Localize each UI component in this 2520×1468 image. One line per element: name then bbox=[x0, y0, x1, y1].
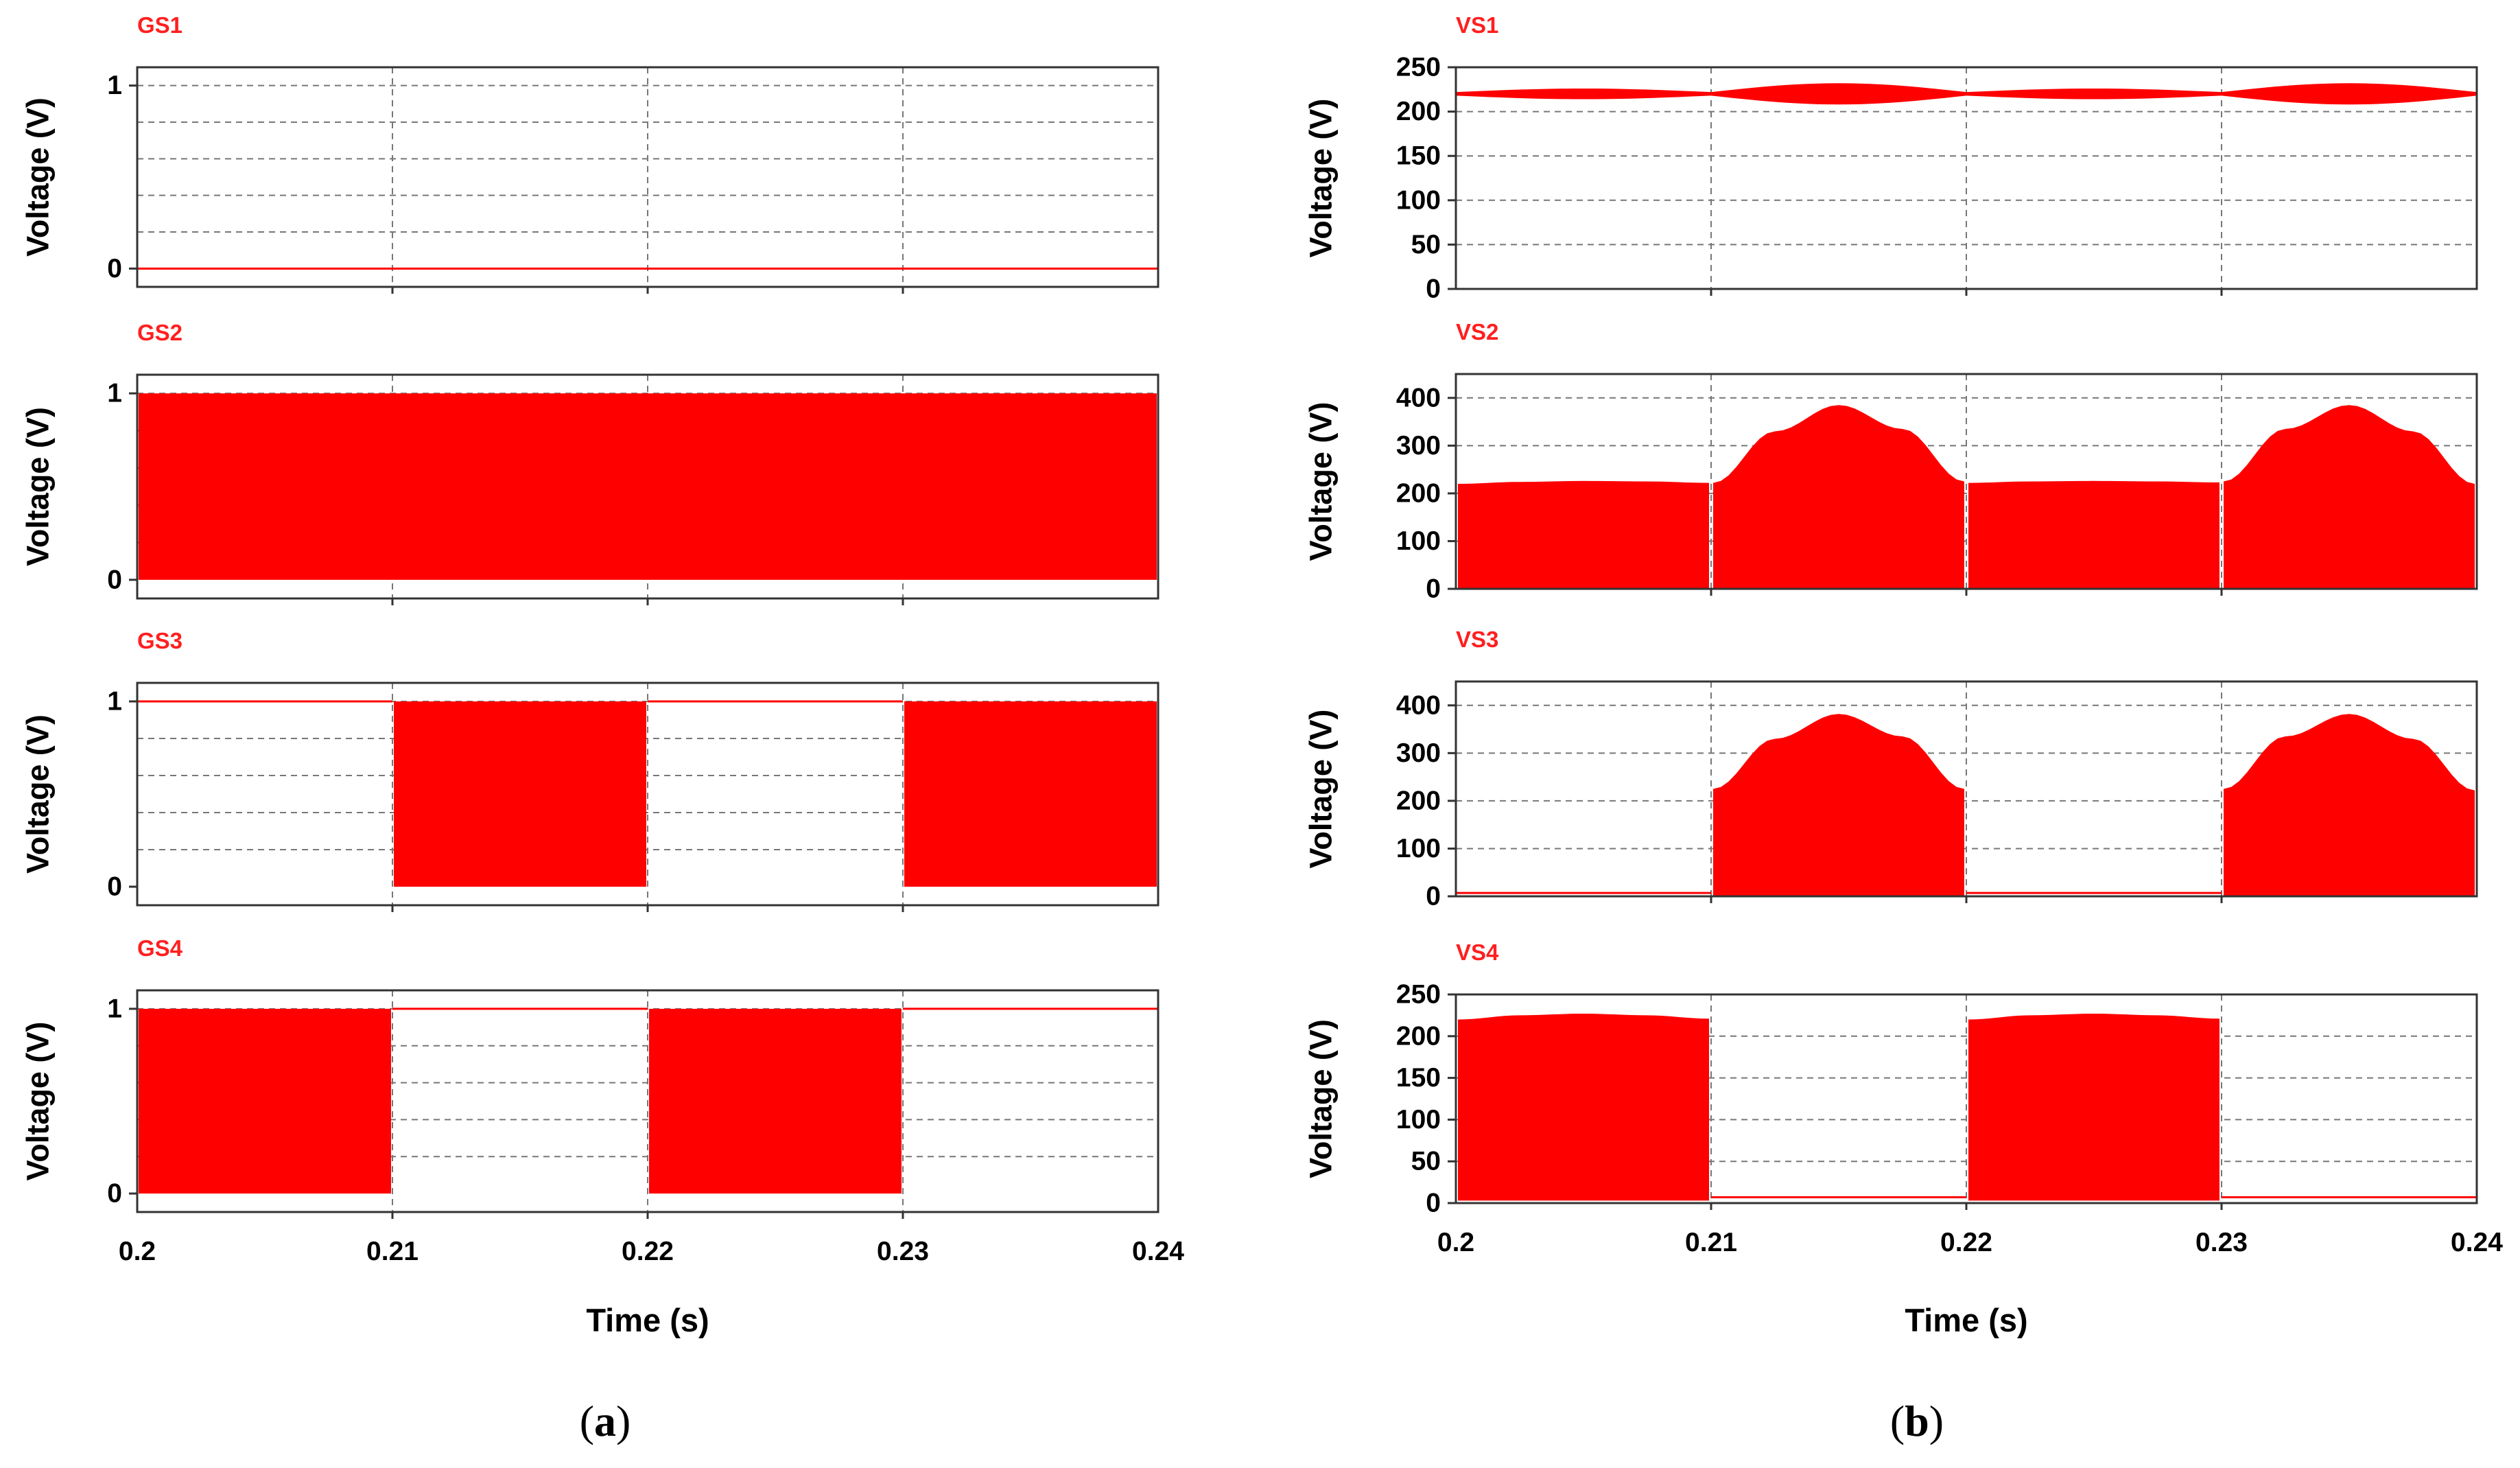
series-vs1-1 bbox=[1711, 83, 1966, 105]
ytick-label-vs1-1: 50 bbox=[1411, 230, 1441, 259]
xtick-label-gs4-3: 0.23 bbox=[877, 1237, 929, 1266]
ytick-label-vs3-4: 400 bbox=[1396, 690, 1441, 720]
ytick-label-vs2-3: 300 bbox=[1396, 431, 1441, 461]
plot-title-vs1: VS1 bbox=[1456, 12, 1498, 38]
ylabel-vs3: Voltage (V) bbox=[1304, 710, 1339, 869]
xtick-label-vs4-1: 0.21 bbox=[1685, 1228, 1737, 1257]
plot-gs2: GS2 0 1 Voltage (V) bbox=[21, 320, 1159, 605]
ylabel-gs3: Voltage (V) bbox=[21, 714, 56, 874]
ytick-label-vs4-3: 150 bbox=[1396, 1063, 1441, 1093]
series-gs4-0 bbox=[139, 1008, 391, 1194]
plot-gs3: GS3 0 1 Voltage (V) bbox=[21, 628, 1159, 912]
ytick-label-vs3-0: 0 bbox=[1426, 882, 1441, 911]
series-gs2-0 bbox=[139, 393, 1157, 580]
caption-b: (b) bbox=[1890, 1397, 1944, 1445]
ytick-label-vs1-3: 150 bbox=[1396, 141, 1441, 171]
series-vs2-3 bbox=[2224, 405, 2475, 589]
caption-a-letter: a bbox=[594, 1397, 616, 1445]
xtick-label-vs4-4: 0.24 bbox=[2451, 1228, 2503, 1257]
series-gs3-1 bbox=[394, 701, 646, 887]
ylabel-gs4: Voltage (V) bbox=[21, 1022, 56, 1181]
ylabel-vs2: Voltage (V) bbox=[1304, 402, 1339, 561]
caption-b-letter: b bbox=[1905, 1397, 1929, 1445]
series-vs1-3 bbox=[2222, 83, 2477, 105]
ytick-label-vs2-4: 400 bbox=[1396, 383, 1441, 412]
ytick-label-gs3-1: 1 bbox=[107, 687, 122, 716]
plot-vs2: VS2 0 100 200 300 400 Voltage (V) bbox=[1304, 319, 2478, 604]
ytick-label-vs2-0: 0 bbox=[1426, 574, 1441, 604]
xtick-label-gs4-2: 0.22 bbox=[622, 1237, 674, 1266]
ytick-label-vs4-0: 0 bbox=[1426, 1189, 1441, 1218]
series-vs4-0 bbox=[1458, 1013, 1709, 1201]
series-vs2-2 bbox=[1968, 480, 2219, 589]
ytick-label-gs1-1: 1 bbox=[107, 71, 122, 100]
series-vs2-1 bbox=[1713, 405, 1964, 589]
series-gs4-2 bbox=[649, 1008, 902, 1194]
ytick-label-gs1-0: 0 bbox=[107, 254, 122, 283]
xtick-label-gs4-0: 0.2 bbox=[119, 1237, 156, 1266]
xlabel-gs4: Time (s) bbox=[586, 1302, 709, 1338]
plots-container: GS1 0 1 Voltage (V) GS2 0 1 Voltage (V) GS3 0 1 Vol… bbox=[21, 12, 2504, 1338]
ytick-label-vs3-2: 200 bbox=[1396, 786, 1441, 815]
plot-title-gs4: GS4 bbox=[137, 935, 183, 961]
plot-title-gs2: GS2 bbox=[137, 320, 182, 345]
ytick-label-vs1-4: 200 bbox=[1396, 97, 1441, 126]
series-vs4-2 bbox=[1968, 1013, 2219, 1201]
plot-title-vs2: VS2 bbox=[1456, 319, 1498, 345]
plot-gs4: GS4 0 1 0.2 0.21 0.22 0.23 0.24 Voltage (V) Time … bbox=[21, 935, 1185, 1338]
ytick-label-vs4-1: 50 bbox=[1411, 1147, 1441, 1176]
ytick-label-vs1-2: 100 bbox=[1396, 185, 1441, 215]
ytick-label-gs4-0: 0 bbox=[107, 1179, 122, 1209]
series-vs3-1 bbox=[1713, 714, 1964, 896]
ytick-label-vs4-2: 100 bbox=[1396, 1105, 1441, 1134]
series-vs3-3 bbox=[2224, 714, 2475, 896]
ytick-label-vs3-1: 100 bbox=[1396, 834, 1441, 863]
ytick-label-vs1-0: 0 bbox=[1426, 275, 1441, 304]
plot-gs1: GS1 0 1 Voltage (V) bbox=[21, 12, 1159, 294]
plot-title-vs3: VS3 bbox=[1456, 627, 1498, 652]
xtick-label-gs4-4: 0.24 bbox=[1132, 1237, 1184, 1266]
series-vs2-0 bbox=[1458, 480, 1709, 589]
plot-vs3: VS3 0 100 200 300 400 Voltage (V) bbox=[1304, 627, 2478, 911]
xtick-label-vs4-2: 0.22 bbox=[1940, 1228, 1992, 1257]
caption-a: (a) bbox=[580, 1397, 631, 1445]
plot-vs1: VS1 0 50 100 150 200 250 Voltage (V) bbox=[1304, 12, 2478, 304]
plot-title-gs1: GS1 bbox=[137, 12, 182, 38]
ytick-label-vs4-5: 250 bbox=[1396, 980, 1441, 1010]
xtick-label-gs4-1: 0.21 bbox=[366, 1237, 419, 1266]
ytick-label-vs1-5: 250 bbox=[1396, 53, 1441, 82]
ytick-label-vs2-1: 100 bbox=[1396, 526, 1441, 556]
series-vs1-0 bbox=[1456, 89, 1711, 100]
ylabel-vs4: Voltage (V) bbox=[1304, 1019, 1339, 1178]
plot-title-gs3: GS3 bbox=[137, 628, 182, 653]
xtick-label-vs4-0: 0.2 bbox=[1437, 1228, 1474, 1257]
xlabel-vs4: Time (s) bbox=[1905, 1302, 2027, 1338]
plot-title-vs4: VS4 bbox=[1456, 940, 1499, 965]
xtick-label-vs4-3: 0.23 bbox=[2195, 1228, 2248, 1257]
ytick-label-vs3-3: 300 bbox=[1396, 738, 1441, 768]
series-gs3-3 bbox=[904, 701, 1157, 887]
ytick-label-gs2-1: 1 bbox=[107, 379, 122, 408]
ytick-label-gs4-1: 1 bbox=[107, 994, 122, 1023]
ylabel-vs1: Voltage (V) bbox=[1304, 99, 1339, 258]
ylabel-gs2: Voltage (V) bbox=[21, 407, 56, 566]
ytick-label-gs2-0: 0 bbox=[107, 565, 122, 594]
ytick-label-vs4-4: 200 bbox=[1396, 1021, 1441, 1051]
ylabel-gs1: Voltage (V) bbox=[21, 97, 56, 257]
plot-vs4: VS4 0 50 100 150 200 250 0.2 0.21 0.22 0.23 0.24 Vol… bbox=[1304, 940, 2504, 1338]
ytick-label-gs3-0: 0 bbox=[107, 872, 122, 902]
ytick-label-vs2-2: 200 bbox=[1396, 478, 1441, 508]
series-vs1-2 bbox=[1966, 89, 2222, 100]
